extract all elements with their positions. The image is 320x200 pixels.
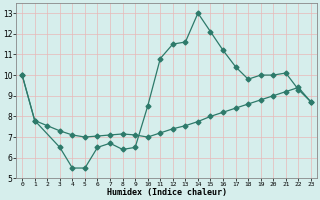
- X-axis label: Humidex (Indice chaleur): Humidex (Indice chaleur): [107, 188, 227, 197]
